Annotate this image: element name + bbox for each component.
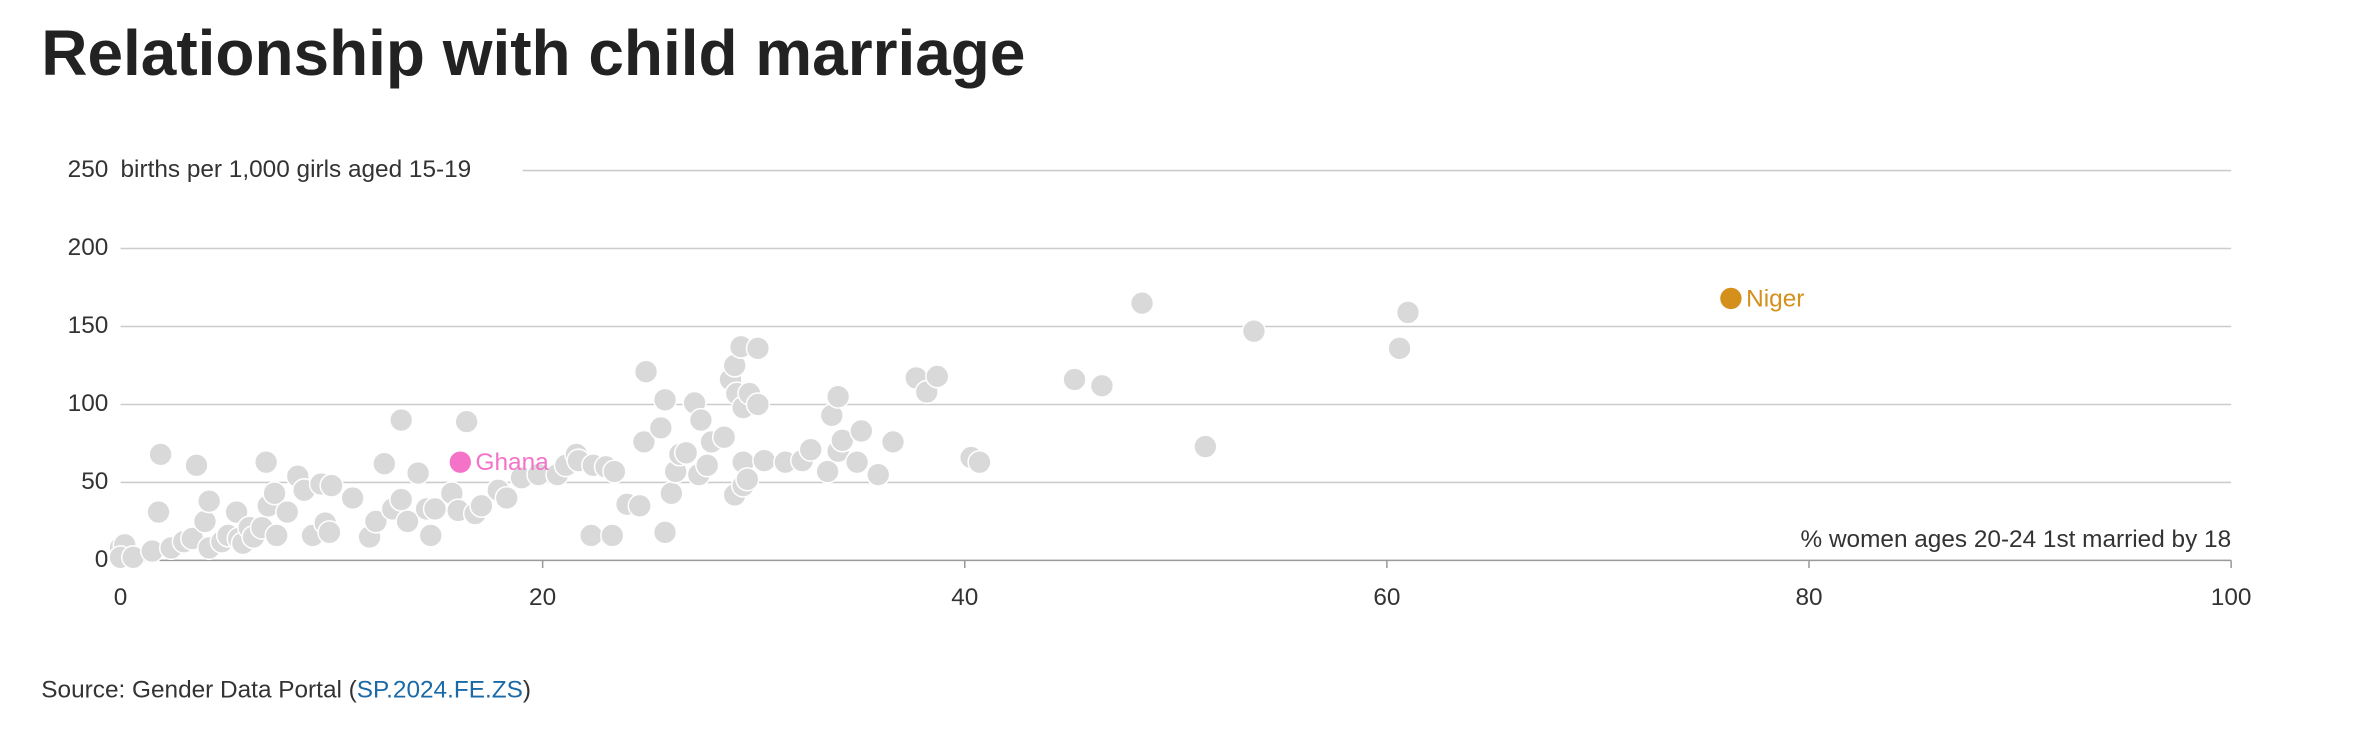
point [652,387,678,412]
point [735,467,760,492]
y-axis-label: births per 1,000 girls aged 15-19 [121,156,472,183]
point [849,418,874,444]
x-tick-label: 80 [1795,584,1822,611]
point [1718,286,1744,311]
point [673,440,699,465]
x-axis-label: % women ages 20-24 1st married by 18 [1801,526,2232,553]
source: Source: Gender Data Portal (SP.2024.FE.Z… [41,677,531,704]
source-suffix: ) [523,677,531,704]
x-tick-label: 60 [1373,584,1400,611]
point [192,509,218,534]
point [494,485,519,511]
point [745,336,771,361]
chart-title: Relationship with child marriage [41,17,1025,89]
point [372,451,397,476]
point [752,448,777,473]
point [627,493,652,519]
y-tick-label: 250 [68,156,109,183]
point [844,449,870,475]
point [253,449,279,475]
point [1193,434,1218,459]
point [405,460,431,486]
y-tick-label: 0 [95,546,109,573]
point [1241,318,1267,344]
point [659,481,684,506]
point [275,499,300,525]
point [1062,367,1087,392]
point [264,523,289,548]
point [389,487,414,512]
point [317,520,342,545]
point [448,449,473,475]
point [711,425,737,450]
point [967,449,992,475]
point [395,509,420,534]
point [146,499,171,525]
point [1387,336,1412,361]
point [602,459,627,484]
point [652,520,678,545]
point [340,485,365,511]
point [418,523,443,548]
point [196,488,222,514]
y-tick-label: 200 [68,234,109,261]
point [1089,373,1115,398]
y-tick-label: 50 [81,468,108,495]
point-label: Niger [1746,285,1804,312]
point [148,442,173,467]
y-tick-label: 150 [68,312,109,339]
y-tick-label: 100 [68,390,109,417]
x-tick-label: 20 [529,584,556,611]
point [745,392,771,417]
point [454,409,479,434]
x-tick-label: 40 [951,584,978,611]
point [262,481,287,506]
x-tick-label: 100 [2211,584,2252,611]
point [1395,300,1421,325]
point [1129,290,1155,316]
point [633,359,659,384]
point [815,459,840,484]
point-label: Ghana [476,449,550,476]
point [688,407,714,433]
point [925,364,950,389]
source-prefix: Source: Gender Data Portal ( [41,677,356,704]
point [798,437,823,462]
point [648,415,674,441]
point [184,453,209,478]
point [578,523,604,548]
point [469,493,494,519]
point [866,462,891,487]
point [880,429,906,455]
x-tick-label: 0 [114,584,128,611]
source-link[interactable]: SP.2024.FE.ZS [357,677,523,704]
point [319,473,344,498]
point [631,429,657,455]
point [695,453,720,478]
point [363,509,389,534]
point [389,407,414,433]
point [600,523,625,548]
point [825,384,851,409]
